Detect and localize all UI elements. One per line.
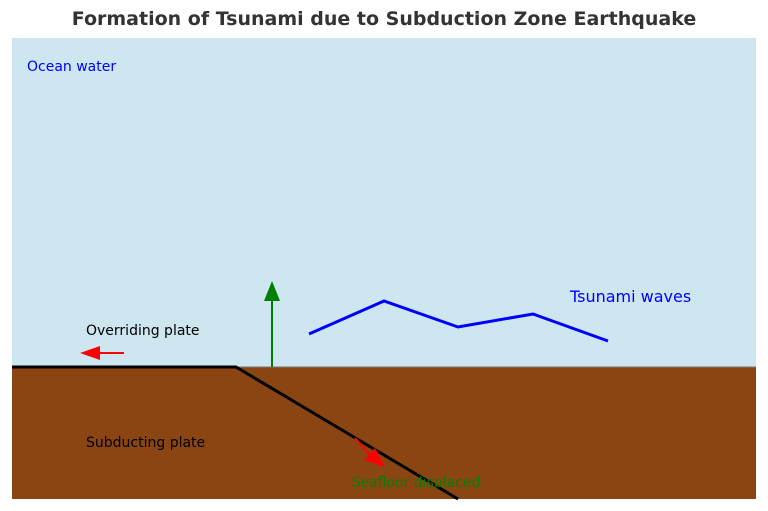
arrow-up-icon xyxy=(264,281,280,367)
arrow-left-icon xyxy=(80,346,124,360)
tsunami-wave-line xyxy=(308,299,609,343)
subducting-plate-label: Subducting plate xyxy=(86,435,205,451)
ocean-water-area xyxy=(12,38,756,367)
plate-boundary-line xyxy=(12,365,459,501)
overriding-plate-label: Overriding plate xyxy=(86,323,200,339)
seafloor-area xyxy=(12,367,756,499)
seafloor-displaced-label: Seafloor displaced xyxy=(352,475,481,491)
tsunami-waves-label: Tsunami waves xyxy=(569,287,691,306)
ocean-water-label: Ocean water xyxy=(27,59,116,75)
arrow-down-right-icon xyxy=(354,437,385,467)
diagram-title: Formation of Tsunami due to Subduction Z… xyxy=(71,8,697,30)
